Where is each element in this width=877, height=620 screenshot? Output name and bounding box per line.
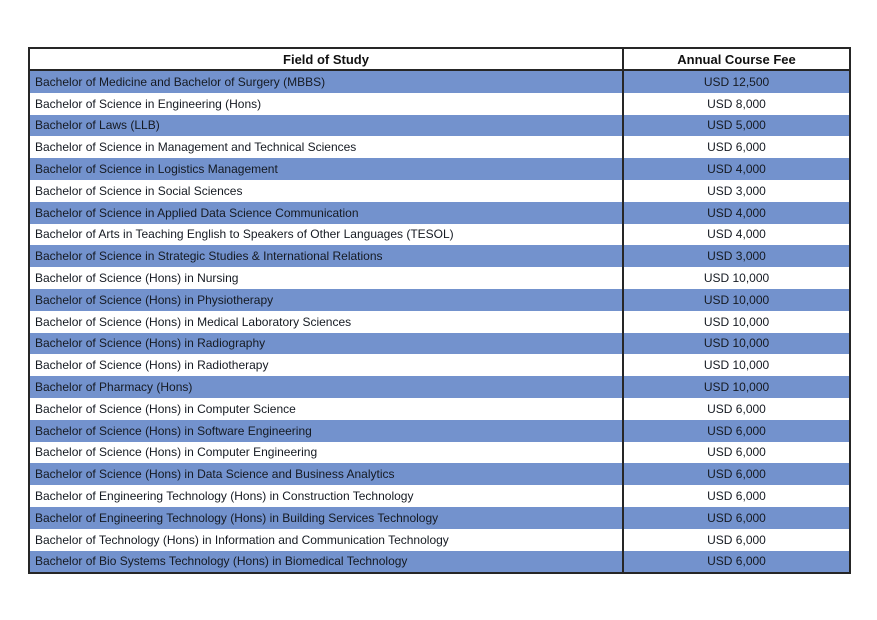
field-of-study-cell: Bachelor of Science in Engineering (Hons…: [29, 92, 623, 115]
annual-course-fee-cell: USD 8,000: [622, 92, 850, 115]
annual-course-fee-cell: USD 10,000: [622, 332, 850, 355]
table-row: Bachelor of Science (Hons) in Physiother…: [29, 288, 850, 311]
field-of-study-cell: Bachelor of Science (Hons) in Physiother…: [29, 288, 623, 311]
table-row: Bachelor of Technology (Hons) in Informa…: [29, 528, 850, 551]
table-row: Bachelor of Science (Hons) in Computer E…: [29, 441, 850, 464]
table-row: Bachelor of Science in Engineering (Hons…: [29, 92, 850, 115]
field-of-study-cell: Bachelor of Bio Systems Technology (Hons…: [29, 550, 623, 574]
annual-course-fee-cell: USD 12,500: [622, 70, 850, 93]
field-of-study-cell: Bachelor of Pharmacy (Hons): [29, 376, 623, 398]
table-row: Bachelor of Science in Strategic Studies…: [29, 245, 850, 268]
field-of-study-cell: Bachelor of Science in Social Sciences: [29, 179, 623, 202]
annual-course-fee-cell: USD 10,000: [622, 310, 850, 333]
course-fee-table-container: Field of Study Annual Course Fee Bachelo…: [28, 47, 851, 575]
table-row: Bachelor of Pharmacy (Hons) USD 10,000: [29, 376, 850, 398]
table-row: Bachelor of Science (Hons) in Nursing USD…: [29, 267, 850, 289]
field-of-study-cell: Bachelor of Science (Hons) in Medical La…: [29, 310, 623, 333]
table-row: Bachelor of Engineering Technology (Hons…: [29, 506, 850, 529]
field-of-study-cell: Bachelor of Science in Applied Data Scie…: [29, 201, 623, 224]
field-of-study-cell: Bachelor of Science (Hons) in Software E…: [29, 419, 623, 442]
table-body: Bachelor of Medicine and Bachelor of Sur…: [29, 70, 850, 574]
annual-course-fee-cell: USD 5,000: [622, 114, 850, 137]
course-fee-table: Field of Study Annual Course Fee Bachelo…: [28, 47, 851, 575]
annual-course-fee-cell: USD 10,000: [622, 354, 850, 377]
column-header-field-of-study: Field of Study: [29, 48, 623, 71]
annual-course-fee-cell: USD 4,000: [622, 158, 850, 180]
field-of-study-cell: Bachelor of Science (Hons) in Nursing: [29, 267, 623, 289]
field-of-study-cell: Bachelor of Science (Hons) in Computer E…: [29, 441, 623, 464]
table-row: Bachelor of Science in Applied Data Scie…: [29, 201, 850, 224]
table-row: Bachelor of Engineering Technology (Hons…: [29, 485, 850, 507]
annual-course-fee-cell: USD 3,000: [622, 179, 850, 202]
table-row: Bachelor of Laws (LLB) USD 5,000: [29, 114, 850, 137]
annual-course-fee-cell: USD 6,000: [622, 485, 850, 507]
field-of-study-cell: Bachelor of Engineering Technology (Hons…: [29, 506, 623, 529]
field-of-study-cell: Bachelor of Science in Logistics Managem…: [29, 158, 623, 180]
table-row: Bachelor of Bio Systems Technology (Hons…: [29, 550, 850, 574]
table-row: Bachelor of Science (Hons) in Radiograph…: [29, 332, 850, 355]
field-of-study-cell: Bachelor of Science in Strategic Studies…: [29, 245, 623, 268]
annual-course-fee-cell: USD 6,000: [622, 136, 850, 159]
annual-course-fee-cell: USD 10,000: [622, 267, 850, 289]
field-of-study-cell: Bachelor of Science (Hons) in Radiograph…: [29, 332, 623, 355]
table-row: Bachelor of Arts in Teaching English to …: [29, 223, 850, 246]
annual-course-fee-cell: USD 10,000: [622, 288, 850, 311]
table-row: Bachelor of Science (Hons) in Computer S…: [29, 397, 850, 420]
annual-course-fee-cell: USD 6,000: [622, 419, 850, 442]
field-of-study-cell: Bachelor of Arts in Teaching English to …: [29, 223, 623, 246]
annual-course-fee-cell: USD 6,000: [622, 550, 850, 574]
field-of-study-cell: Bachelor of Medicine and Bachelor of Sur…: [29, 70, 623, 93]
annual-course-fee-cell: USD 6,000: [622, 506, 850, 529]
table-row: Bachelor of Science (Hons) in Medical La…: [29, 310, 850, 333]
table-row: Bachelor of Science in Management and Te…: [29, 136, 850, 159]
annual-course-fee-cell: USD 4,000: [622, 201, 850, 224]
annual-course-fee-cell: USD 6,000: [622, 397, 850, 420]
field-of-study-cell: Bachelor of Science in Management and Te…: [29, 136, 623, 159]
annual-course-fee-cell: USD 10,000: [622, 376, 850, 398]
annual-course-fee-cell: USD 3,000: [622, 245, 850, 268]
table-row: Bachelor of Science in Logistics Managem…: [29, 158, 850, 180]
field-of-study-cell: Bachelor of Science (Hons) in Data Scien…: [29, 463, 623, 486]
table-row: Bachelor of Medicine and Bachelor of Sur…: [29, 70, 850, 93]
table-row: Bachelor of Science (Hons) in Software E…: [29, 419, 850, 442]
column-header-annual-course-fee: Annual Course Fee: [622, 48, 850, 71]
annual-course-fee-cell: USD 6,000: [622, 441, 850, 464]
field-of-study-cell: Bachelor of Science (Hons) in Radiothera…: [29, 354, 623, 377]
field-of-study-cell: Bachelor of Laws (LLB): [29, 114, 623, 137]
field-of-study-cell: Bachelor of Engineering Technology (Hons…: [29, 485, 623, 507]
annual-course-fee-cell: USD 4,000: [622, 223, 850, 246]
table-row: Bachelor of Science (Hons) in Data Scien…: [29, 463, 850, 486]
table-row: Bachelor of Science (Hons) in Radiothera…: [29, 354, 850, 377]
annual-course-fee-cell: USD 6,000: [622, 463, 850, 486]
table-row: Bachelor of Science in Social Sciences US…: [29, 179, 850, 202]
header-row: Field of Study Annual Course Fee: [29, 48, 850, 71]
field-of-study-cell: Bachelor of Technology (Hons) in Informa…: [29, 528, 623, 551]
annual-course-fee-cell: USD 6,000: [622, 528, 850, 551]
field-of-study-cell: Bachelor of Science (Hons) in Computer S…: [29, 397, 623, 420]
